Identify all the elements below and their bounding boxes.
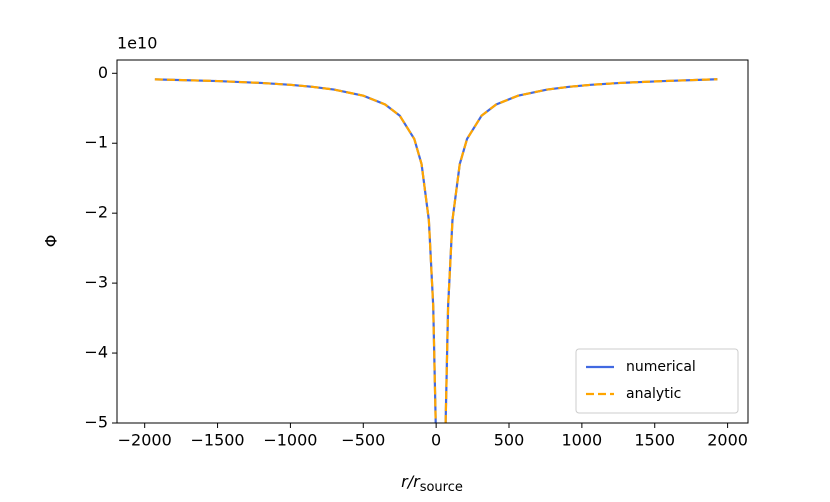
x-tick-label: 500 bbox=[494, 431, 525, 450]
y-tick-label: 0 bbox=[98, 63, 108, 82]
x-label-main: r/r bbox=[401, 472, 421, 491]
series-line bbox=[154, 78, 718, 423]
y-tick-label: −4 bbox=[84, 343, 108, 362]
legend-box bbox=[575, 348, 739, 414]
y-tick-label: −2 bbox=[84, 203, 108, 222]
axes-frame bbox=[116, 59, 749, 424]
y-tick-label: −3 bbox=[84, 273, 108, 292]
x-label-sub: source bbox=[420, 480, 463, 495]
y-tick-label: −1 bbox=[84, 133, 108, 152]
x-tick-label: 0 bbox=[431, 431, 441, 450]
x-axis-label: r/rsource bbox=[401, 472, 463, 495]
x-tick-label: −1500 bbox=[190, 431, 244, 450]
x-tick-label: 1000 bbox=[562, 431, 603, 450]
y-tick-label: −5 bbox=[84, 413, 108, 432]
y-axis-label: Φ bbox=[42, 235, 61, 248]
x-tick-label: −2000 bbox=[118, 431, 172, 450]
offset-label: 1e10 bbox=[117, 34, 157, 53]
plot-area bbox=[154, 78, 718, 423]
x-tick-label: −500 bbox=[341, 431, 385, 450]
x-tick-label: 2000 bbox=[707, 431, 748, 450]
legend-label: analytic bbox=[626, 386, 681, 402]
x-tick-label: −1000 bbox=[263, 431, 317, 450]
x-tick-label: 1500 bbox=[634, 431, 675, 450]
legend-label: numerical bbox=[626, 359, 696, 375]
